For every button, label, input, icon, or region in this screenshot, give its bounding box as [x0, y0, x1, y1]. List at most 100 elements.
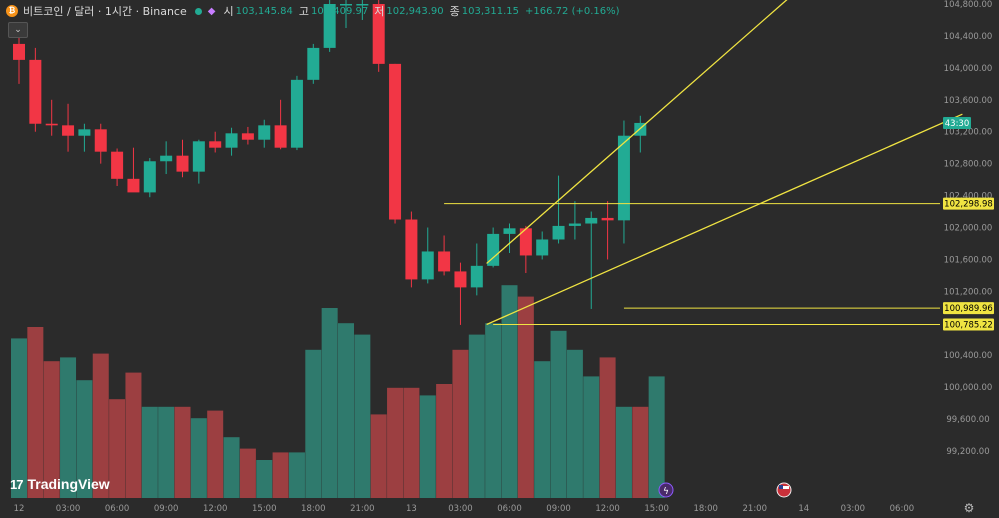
- volume-bar: [468, 334, 485, 498]
- volume-bar: [141, 406, 158, 498]
- bitcoin-icon: ₿: [6, 5, 18, 17]
- close-label: 종: [449, 5, 460, 18]
- volume-bar: [256, 460, 273, 498]
- price-tick-label: 103,200.00: [944, 128, 993, 138]
- price-tick-label: 101,600.00: [944, 255, 993, 265]
- candle: [601, 217, 614, 221]
- time-tick-label: 18:00: [693, 504, 718, 514]
- volume-bar: [11, 338, 27, 498]
- candle: [94, 129, 107, 152]
- close-value: 103,311.15: [461, 5, 520, 17]
- time-tick-label: 21:00: [350, 504, 375, 514]
- trend-line[interactable]: [486, 0, 788, 264]
- price-tick-label: 104,000.00: [944, 64, 993, 74]
- countdown-box: [943, 116, 971, 129]
- time-tick-label: 13: [406, 504, 417, 514]
- drawing-layer: [444, 0, 963, 326]
- price-tick-label: 101,200.00: [944, 287, 993, 297]
- candle-layer: [13, 0, 647, 325]
- candle: [192, 141, 205, 172]
- volume-bar: [76, 380, 93, 498]
- candle: [503, 228, 516, 234]
- trend-line[interactable]: [486, 113, 963, 326]
- candle: [258, 125, 271, 140]
- tradingview-logo[interactable]: 17 TradingView: [10, 476, 110, 492]
- candle: [568, 223, 581, 226]
- volume-bar: [125, 372, 142, 498]
- candle: [438, 251, 451, 272]
- volume-bar: [403, 387, 420, 498]
- collapse-legend-button[interactable]: ⌄: [8, 22, 28, 38]
- us-flag-icon[interactable]: [776, 482, 792, 498]
- price-tick-label: 100,400.00: [944, 351, 993, 361]
- candle: [62, 125, 75, 136]
- volume-bar: [452, 349, 469, 498]
- time-tick-label: 03:00: [56, 504, 81, 514]
- lightning-icon[interactable]: ϟ: [658, 482, 674, 498]
- time-tick-label: 15:00: [644, 504, 669, 514]
- time-tick-label: 03:00: [841, 504, 866, 514]
- candle: [13, 43, 25, 60]
- candle: [470, 265, 483, 288]
- flag-icon-canton: [779, 485, 783, 489]
- candle: [536, 239, 549, 256]
- candle: [160, 155, 173, 162]
- price-tick-label: 100,000.00: [944, 383, 993, 393]
- time-tick-label: 09:00: [154, 504, 179, 514]
- price-axis[interactable]: 104,800.00 104,400.00 104,000.00 103,600.00…: [943, 0, 994, 457]
- price-tick-label: 102,800.00: [944, 160, 993, 170]
- volume-bar: [583, 376, 600, 498]
- candle: [225, 133, 238, 148]
- market-open-icon: [194, 7, 202, 15]
- candle: [372, 4, 385, 64]
- volume-bar: [190, 418, 207, 498]
- gear-icon[interactable]: ⚙: [963, 501, 975, 515]
- volume-bar: [370, 414, 387, 498]
- volume-bar: [174, 406, 191, 498]
- countdown-label: 43:30: [945, 119, 970, 129]
- volume-bar: [648, 376, 665, 498]
- volume-bar: [632, 406, 649, 498]
- price-label-box: [943, 302, 994, 315]
- volume-bar: [288, 452, 305, 498]
- candle: [552, 225, 565, 240]
- volume-bar: [223, 437, 240, 498]
- volume-layer: [11, 285, 665, 498]
- cube-icon[interactable]: ◆: [207, 5, 216, 17]
- price-label-text: 100,989.96: [944, 304, 993, 314]
- candle: [29, 59, 42, 124]
- symbol-title[interactable]: 비트코인 / 달러 · 1시간 · Binance: [23, 5, 187, 18]
- volume-bar: [60, 357, 77, 498]
- volume-bar: [321, 308, 338, 498]
- price-label[interactable]: 100,785.22: [943, 318, 994, 331]
- time-tick-label: 15:00: [252, 504, 277, 514]
- candle: [241, 133, 254, 140]
- time-tick-label: 12:00: [595, 504, 620, 514]
- time-axis[interactable]: 12 03:00 06:00 09:00 12:00 15:00 18:00 21:00 13 0…: [14, 482, 915, 514]
- candle: [176, 155, 189, 172]
- time-tick-label: 12:00: [203, 504, 228, 514]
- volume-bar: [354, 334, 371, 498]
- volume-bar: [419, 395, 436, 498]
- candle: [356, 4, 369, 6]
- volume-bar: [436, 384, 453, 498]
- change-value: +166.72 (+0.16%): [525, 5, 620, 17]
- price-label[interactable]: 102,298.98: [943, 197, 994, 210]
- volume-bar: [615, 406, 632, 498]
- time-tick-label: 06:00: [890, 504, 915, 514]
- volume-bar: [158, 406, 175, 498]
- volume-bar: [501, 285, 518, 498]
- price-label-box: [943, 318, 994, 331]
- price-label-text: 100,785.22: [944, 320, 993, 330]
- logo-text: TradingView: [27, 476, 110, 492]
- candle: [143, 161, 156, 193]
- price-label[interactable]: 100,989.96: [943, 302, 994, 315]
- low-label: 저: [374, 5, 385, 18]
- volume-bar: [517, 296, 534, 498]
- volume-bar: [534, 361, 551, 498]
- price-tick-label: 99,200.00: [946, 447, 989, 457]
- candle: [519, 228, 532, 256]
- high-label: 고: [298, 5, 309, 18]
- candle: [454, 271, 467, 288]
